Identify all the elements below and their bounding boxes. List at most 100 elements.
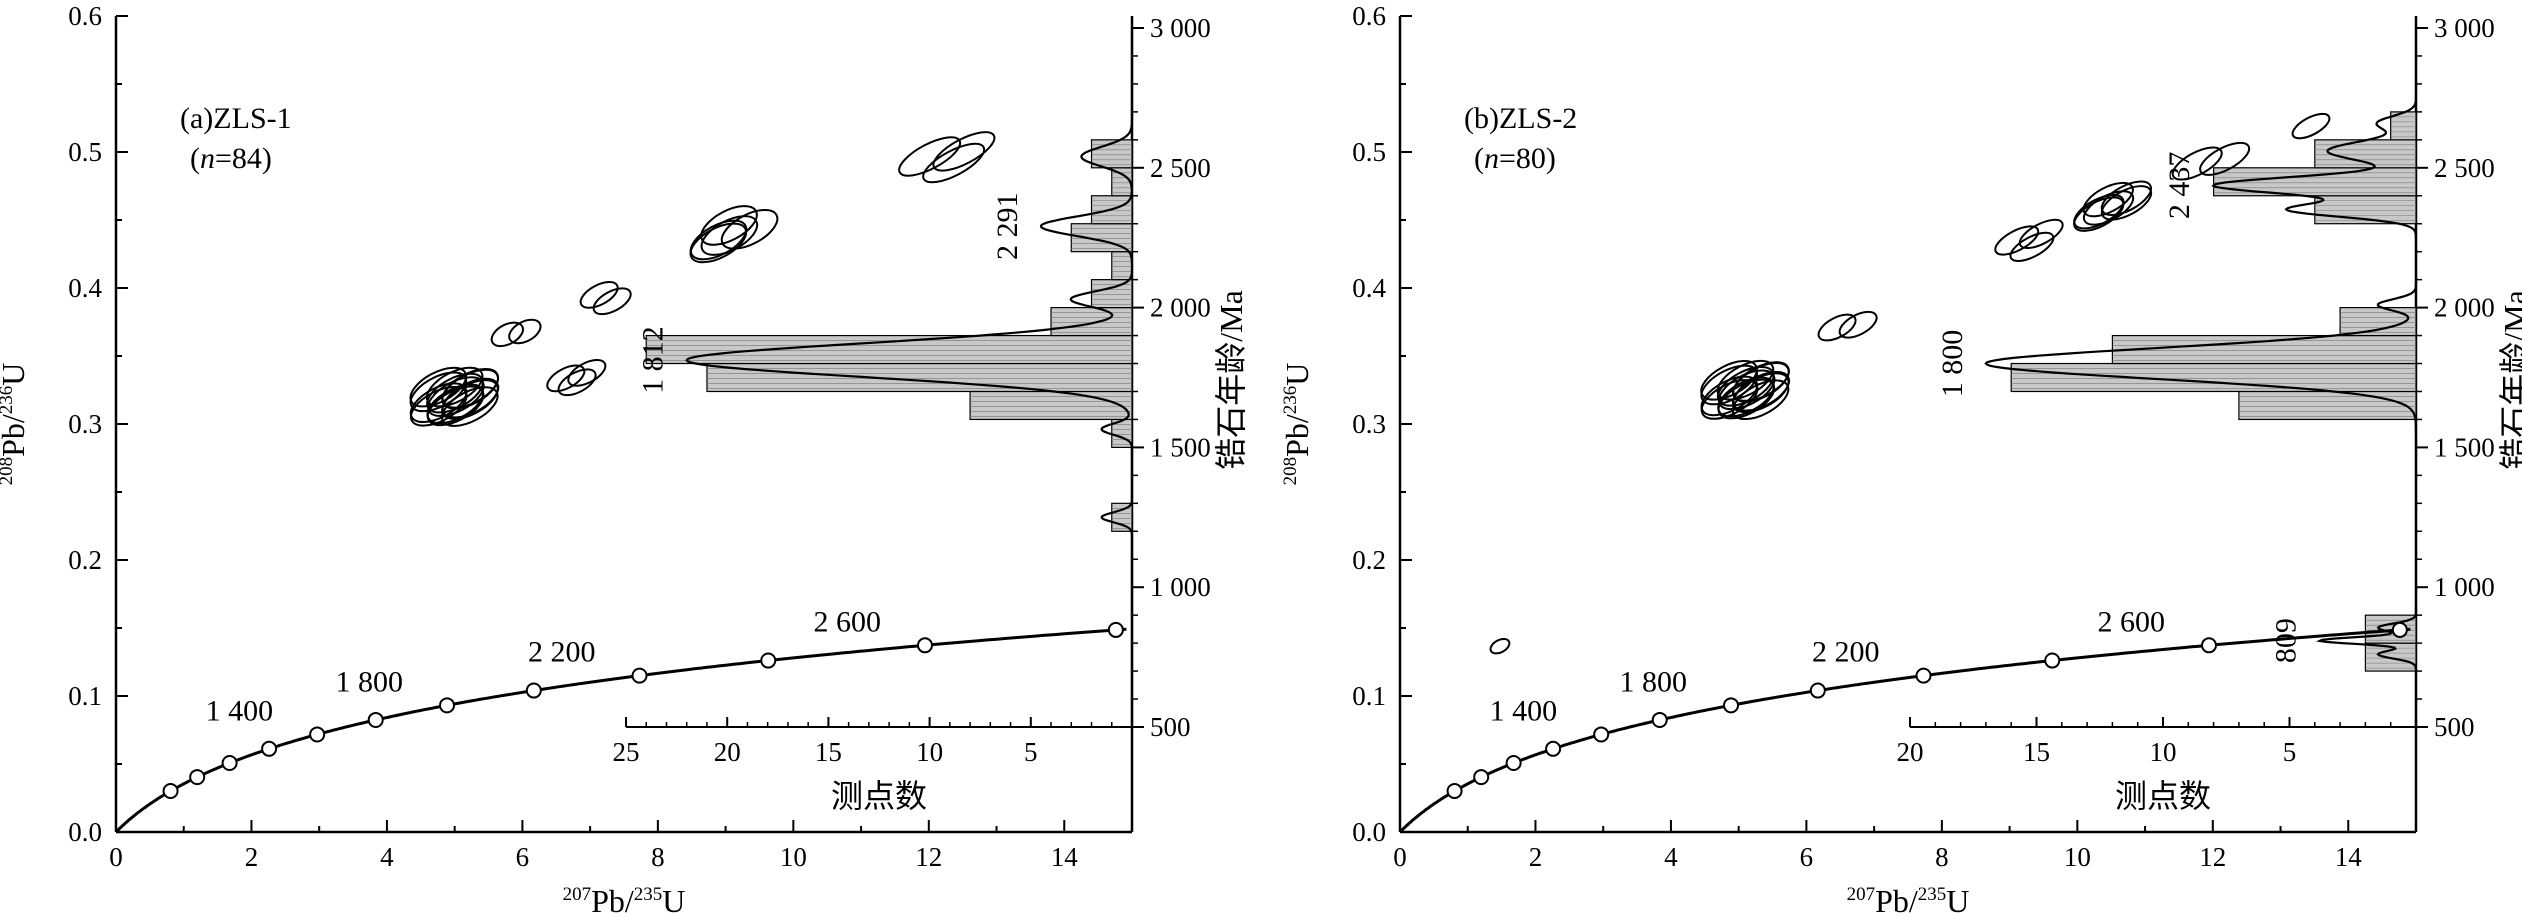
- axis-label-element: U: [0, 363, 31, 386]
- data-ellipse: [922, 142, 986, 184]
- x-tick-label: 0: [1393, 842, 1407, 872]
- age-tick-label: 2 500: [2434, 153, 2495, 183]
- concordia-age-label: 2 600: [2097, 605, 2165, 638]
- y-tick-label: 0.2: [1352, 545, 1386, 575]
- age-tick-label: 500: [1150, 712, 1191, 742]
- concordia-age-marker: [1651, 711, 1668, 728]
- concordia-age-marker: [1723, 697, 1740, 714]
- data-ellipse: [2291, 112, 2331, 140]
- x-tick-label: 14: [2335, 842, 2363, 872]
- concordia-age-marker: [1915, 667, 1932, 684]
- data-ellipse: [1717, 369, 1776, 411]
- y-axis-title: 208Pb/236U: [1279, 363, 1315, 486]
- hist-bar: [2390, 111, 2417, 141]
- concordia-age-marker: [1446, 783, 1463, 800]
- hist-tick-label: 5: [1024, 737, 1038, 767]
- hist-bar: [2213, 167, 2417, 197]
- x-tick-label: 6: [1800, 842, 1814, 872]
- concordia-age-marker: [631, 667, 648, 684]
- data-ellipse: [1838, 310, 1878, 339]
- x-tick-label: 8: [651, 842, 665, 872]
- concordia-age-marker: [367, 711, 384, 728]
- concordia-age-marker: [2391, 621, 2408, 638]
- hist-bar: [2111, 334, 2417, 365]
- axis-label-superscript: 236: [0, 386, 17, 415]
- axis-label-superscript: 207: [563, 884, 592, 905]
- axis-label-superscript: 207: [1847, 884, 1876, 905]
- x-tick-label: 12: [915, 842, 942, 872]
- axis-label-element: U: [1279, 363, 1315, 386]
- y-tick-label: 0.2: [68, 545, 102, 575]
- sample-count-part: (: [190, 142, 200, 175]
- y-tick-label: 0.5: [68, 137, 102, 167]
- hist-tick-label: 15: [815, 737, 842, 767]
- hist-bar: [645, 334, 1133, 365]
- age-tick-label: 1 000: [2434, 572, 2495, 602]
- axis-label-superscript: 208: [1280, 457, 1301, 486]
- x-tick-label: 10: [2064, 842, 2091, 872]
- sample-count-part: =84): [215, 142, 272, 175]
- data-ellipse: [2018, 218, 2064, 250]
- axis-label-element: U: [662, 883, 685, 916]
- y-tick-label: 0.3: [1352, 409, 1386, 439]
- peak-label: 2 291: [991, 192, 1024, 259]
- hist-bar: [706, 362, 1133, 393]
- sample-count-part: (: [1474, 142, 1484, 175]
- y-tick-label: 0.5: [1352, 137, 1386, 167]
- axis-label-element: Pb/: [0, 414, 31, 457]
- hist-axis-title: 测点数: [2115, 778, 2211, 814]
- age-axis-title: 锆石年龄/Ma: [2497, 290, 2522, 470]
- x-axis-title: 207Pb/235U: [563, 883, 686, 916]
- data-ellipse: [1700, 360, 1758, 401]
- panel-label: (a)ZLS-1: [180, 102, 292, 135]
- sample-count: (n=80): [1474, 142, 1556, 175]
- x-tick-label: 14: [1051, 842, 1079, 872]
- concordia-age-label: 1 800: [1620, 665, 1688, 698]
- hist-tick-label: 20: [1897, 737, 1924, 767]
- hist-tick-label: 10: [916, 737, 943, 767]
- y-tick-label: 0.0: [68, 817, 102, 847]
- concordia-age-label: 2 600: [813, 605, 881, 638]
- concordia-age-marker: [439, 697, 456, 714]
- concordia-age-marker: [309, 726, 326, 743]
- data-ellipse: [1489, 637, 1511, 655]
- peak-label: 1 800: [1936, 330, 1969, 398]
- data-ellipse: [427, 376, 485, 417]
- concordia-age-label: 1 400: [1490, 694, 1558, 727]
- hist-bar: [1050, 307, 1133, 337]
- concordia-age-marker: [760, 652, 777, 669]
- hist-bar: [2238, 390, 2417, 421]
- concordia-age-marker: [162, 783, 179, 800]
- concordia-age-marker: [1593, 726, 1610, 743]
- concordia-age-label: 1 400: [206, 694, 274, 727]
- kde-curve: [685, 28, 1134, 727]
- concordia-curve: [114, 627, 1127, 834]
- axis-label-element: Pb/: [1279, 414, 1315, 457]
- panel-label: (b)ZLS-2: [1464, 102, 1577, 135]
- x-tick-label: 0: [109, 842, 123, 872]
- data-ellipse: [508, 318, 542, 345]
- axis-label-superscript: 235: [1918, 884, 1947, 905]
- data-ellipse: [567, 358, 607, 387]
- x-tick-label: 4: [1664, 842, 1678, 872]
- x-tick-label: 10: [780, 842, 807, 872]
- y-tick-label: 0.4: [1352, 273, 1386, 303]
- age-tick-label: 3 000: [2434, 13, 2495, 43]
- data-ellipse: [1731, 379, 1790, 421]
- data-ellipse: [2100, 180, 2153, 216]
- age-tick-label: 1 000: [1150, 572, 1211, 602]
- concordia-age-marker: [1809, 682, 1826, 699]
- y-tick-label: 0.3: [68, 409, 102, 439]
- axis-label-superscript: 236: [1280, 386, 1301, 415]
- x-tick-label: 6: [516, 842, 530, 872]
- data-ellipse: [546, 364, 586, 393]
- data-ellipse: [700, 215, 759, 256]
- hist-bar: [1111, 251, 1133, 281]
- sample-count-part: n: [200, 142, 215, 175]
- age-tick-label: 3 000: [1150, 13, 1211, 43]
- concordia-age-marker: [916, 637, 933, 654]
- concordia-age-marker: [261, 740, 278, 757]
- x-tick-label: 2: [1529, 842, 1543, 872]
- kde-curve: [1984, 28, 2418, 727]
- concordia-age-marker: [1505, 755, 1522, 772]
